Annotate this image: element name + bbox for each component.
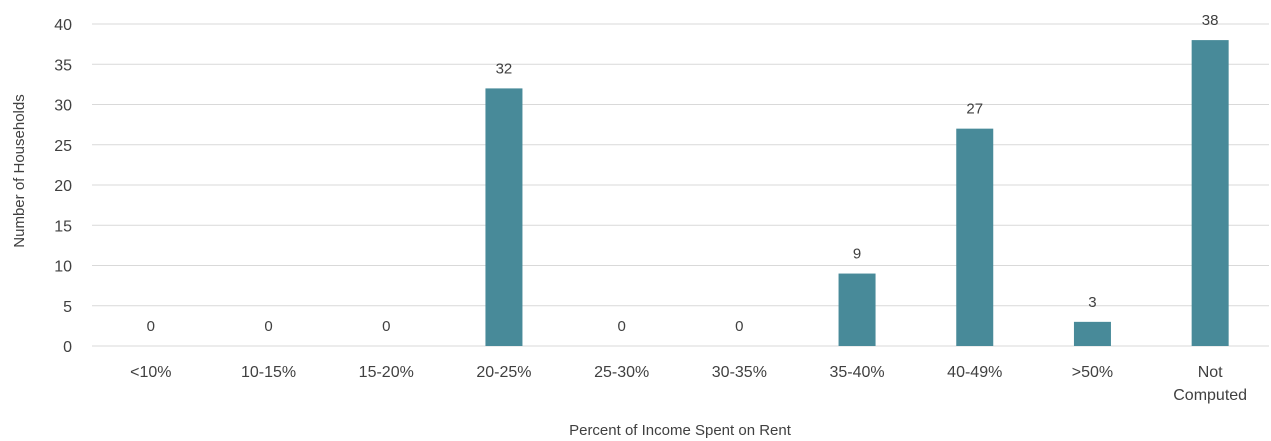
x-axis-title: Percent of Income Spent on Rent bbox=[569, 422, 792, 439]
y-tick-label: 25 bbox=[54, 138, 72, 155]
data-label: 0 bbox=[735, 318, 743, 335]
x-tick-label: 25-30% bbox=[594, 364, 649, 381]
y-tick-label: 20 bbox=[54, 178, 72, 195]
data-label: 0 bbox=[382, 318, 390, 335]
x-tick-label: 40-49% bbox=[947, 364, 1002, 381]
x-tick-label: >50% bbox=[1072, 364, 1113, 381]
x-axis-ticks: <10% 10-15% 15-20% 20-25% 25-30% 30-35% 35-40%… bbox=[130, 364, 1247, 404]
data-label: 9 bbox=[853, 246, 861, 263]
data-label: 3 bbox=[1088, 294, 1096, 311]
y-tick-label: 30 bbox=[54, 98, 72, 115]
x-tick-label: Not bbox=[1198, 364, 1223, 381]
x-tick-label: 15-20% bbox=[359, 364, 414, 381]
y-tick-label: 5 bbox=[63, 299, 72, 316]
y-tick-label: 35 bbox=[54, 57, 72, 74]
data-label: 38 bbox=[1202, 12, 1219, 29]
x-tick-label: <10% bbox=[130, 364, 171, 381]
y-tick-label: 0 bbox=[63, 339, 72, 356]
y-tick-label: 40 bbox=[54, 17, 72, 34]
y-tick-label: 10 bbox=[54, 259, 72, 276]
data-label: 27 bbox=[966, 101, 983, 118]
data-label: 32 bbox=[496, 60, 513, 77]
x-tick-label: 35-40% bbox=[829, 364, 884, 381]
y-axis-ticks: 0 5 10 15 20 25 30 35 40 bbox=[54, 17, 72, 356]
data-labels: 0 0 0 32 0 0 9 27 3 38 bbox=[147, 12, 1219, 335]
bar bbox=[956, 128, 994, 346]
bars bbox=[485, 40, 1229, 347]
x-tick-label: 30-35% bbox=[712, 364, 767, 381]
bar bbox=[1191, 40, 1229, 346]
bar bbox=[1073, 321, 1111, 346]
data-label: 0 bbox=[147, 318, 155, 335]
x-tick-label: Computed bbox=[1173, 387, 1247, 404]
y-axis-title: Number of Households bbox=[11, 94, 28, 247]
data-label: 0 bbox=[264, 318, 272, 335]
bar bbox=[485, 88, 523, 347]
data-label: 0 bbox=[617, 318, 625, 335]
x-tick-label: 10-15% bbox=[241, 364, 296, 381]
y-tick-label: 15 bbox=[54, 218, 72, 235]
bar bbox=[838, 273, 876, 346]
x-tick-label: 20-25% bbox=[476, 364, 531, 381]
gridlines bbox=[92, 23, 1269, 347]
